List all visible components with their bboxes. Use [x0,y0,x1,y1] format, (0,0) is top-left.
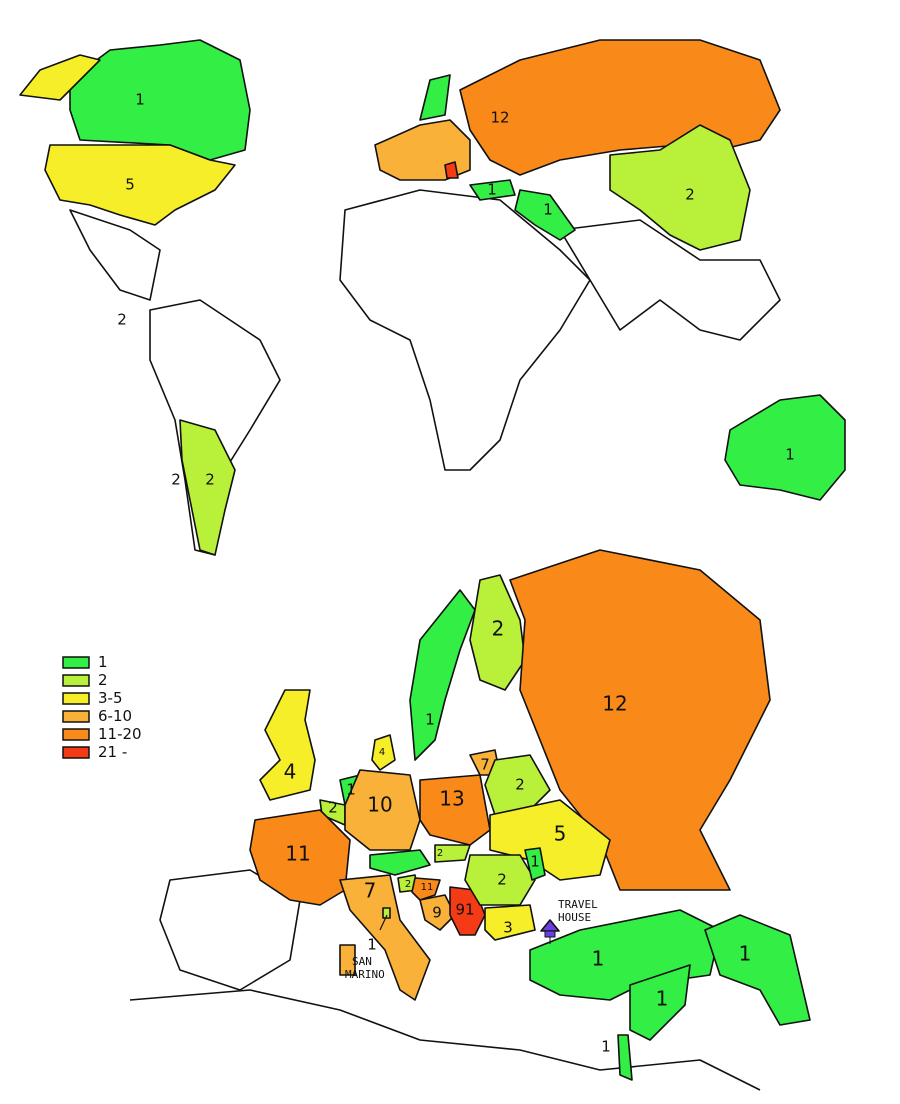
legend-swatch [62,692,90,705]
region-label: 1 [601,1038,611,1056]
legend-label: 6-10 [98,707,132,725]
region-label: 4 [284,760,297,784]
region-label: 91 [455,901,474,919]
legend-label: 1 [98,653,108,671]
region-scandinavia-world [419,74,451,121]
region-label: 5 [554,822,567,846]
legend-swatch [62,674,90,687]
legend-label: 3-5 [98,689,123,707]
region-syria [629,964,691,1041]
region-italy [339,874,431,1001]
house-marker-icon [540,919,560,944]
region-label: 11 [285,842,310,866]
region-label: 1 [530,853,540,871]
region-china [609,124,751,251]
region-label: 7 [480,756,490,774]
region-label: 2 [205,471,215,489]
region-label: 10 [367,793,392,817]
region-label: 2 [492,617,505,641]
region-finland [469,574,526,691]
region-label: 1 [739,942,752,966]
region-label: 2 [497,871,507,889]
world-map: 1 5 2 2 2 12 2 1 1 1 [19,39,846,556]
travel-house-label-line2: HOUSE [558,911,591,924]
region-label: 2 [437,848,443,859]
region-label: 2 [685,186,695,204]
region-usa [44,144,236,226]
region-label: 13 [439,787,464,811]
region-label: 3 [503,919,513,937]
region-san-marino [382,907,391,919]
region-label: 5 [125,176,135,194]
legend-label: 2 [98,671,108,689]
region-label: 9 [432,904,442,922]
legend-swatch [62,656,90,669]
region-austria [369,849,431,876]
region-label: 1 [487,181,497,199]
region-label: 2 [171,471,181,489]
region-label: 12 [490,109,509,127]
europe-map: 1 2 12 4 4 1 2 10 13 7 2 5 11 2 2 11 9 9… [129,549,811,1091]
san-marino-pointer [379,914,388,931]
region-label: 2 [405,879,411,890]
region-israel [617,1034,633,1081]
region-croatia [411,877,441,901]
region-russia [509,549,771,891]
region-label: 4 [379,747,385,758]
north-africa-coast [129,989,761,1091]
region-moldova [524,847,546,881]
region-sardinia [339,944,356,976]
region-bosnia [419,894,456,931]
region-iran [704,914,811,1026]
region-label: 11 [421,882,434,893]
region-serbia-world [444,161,459,179]
region-uk [259,689,316,801]
region-iran [514,189,576,241]
san-marino-label-line2: MARINO [345,968,385,981]
region-label: 2 [328,799,338,817]
africa [339,189,591,471]
region-label: 2 [515,776,525,794]
travel-house-label-line1: TRAVEL [558,898,598,911]
region-bulgaria [484,904,536,941]
legend-swatch [62,728,90,741]
legend-swatch [62,746,90,759]
region-label: 1 [592,947,605,971]
asia [559,219,781,341]
region-label: 1 [785,446,795,464]
region-germany [344,769,421,851]
region-canada [69,39,251,161]
region-slovakia [434,844,471,863]
region-australia [724,394,846,501]
central-america [69,209,161,301]
region-label: 12 [602,692,627,716]
region-label: 1 [425,711,435,729]
region-alaska [19,54,101,101]
region-turkey-world [469,179,516,201]
region-label: 7 [364,879,377,903]
legend-label: 21 - [98,743,127,761]
legend-swatch [62,710,90,723]
region-label: 1 [656,987,669,1011]
san-marino-label-line1: SAN [352,955,372,968]
legend-label: 11-20 [98,725,142,743]
region-ukraine [489,799,611,881]
region-denmark [371,734,396,771]
region-france [249,809,351,906]
region-argentina [179,419,236,556]
region-label: 1 [135,91,145,109]
region-label: 1 [543,201,553,219]
region-sweden [409,589,476,761]
region-label: 1 [346,781,356,799]
region-label: 1 [367,936,377,954]
region-label: 2 [117,311,127,329]
